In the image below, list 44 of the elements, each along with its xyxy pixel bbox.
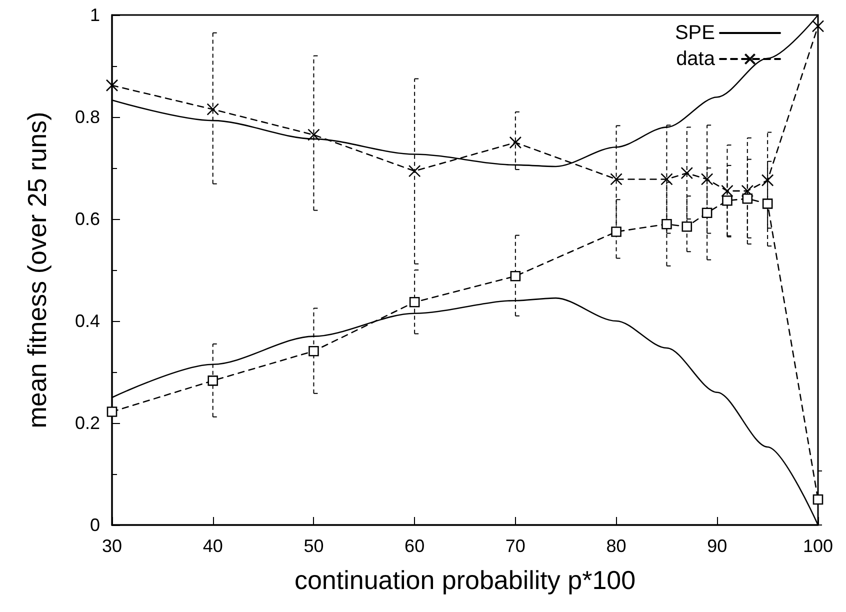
point bbox=[610, 173, 622, 186]
x-tick-label: 90 bbox=[707, 536, 728, 556]
point bbox=[308, 346, 319, 356]
x-tick-label: 80 bbox=[606, 536, 626, 556]
point bbox=[721, 184, 734, 198]
point bbox=[741, 184, 754, 198]
point bbox=[680, 166, 694, 180]
y-tick-label: 0 bbox=[90, 515, 100, 535]
point bbox=[408, 164, 421, 178]
point bbox=[510, 270, 521, 282]
x-tick-label: 70 bbox=[505, 536, 526, 556]
point bbox=[761, 174, 774, 186]
y-tick-label: 0.4 bbox=[74, 311, 100, 331]
point bbox=[206, 103, 220, 116]
x-tick-label: 100 bbox=[802, 536, 834, 556]
point bbox=[742, 193, 753, 204]
x-tick-label: 60 bbox=[404, 536, 425, 556]
point bbox=[611, 226, 622, 237]
point bbox=[812, 20, 824, 32]
point bbox=[722, 195, 732, 206]
x-tick-label: 50 bbox=[304, 536, 324, 556]
y-tick-label: 0.2 bbox=[74, 413, 100, 433]
legend-label: SPE bbox=[674, 22, 715, 44]
y-axis-title: mean fitness (over 25 runs) bbox=[22, 112, 52, 428]
legend-label: data bbox=[676, 48, 716, 70]
point bbox=[208, 376, 218, 386]
x-tick-label: 40 bbox=[202, 536, 223, 556]
point bbox=[812, 494, 824, 505]
x-axis-title: continuation probability p*100 bbox=[294, 565, 636, 595]
point bbox=[308, 128, 320, 141]
point bbox=[409, 296, 420, 308]
y-tick-label: 0.8 bbox=[74, 107, 100, 127]
point bbox=[702, 208, 712, 218]
point bbox=[700, 173, 714, 186]
point bbox=[662, 218, 672, 230]
y-tick-label: 0.6 bbox=[74, 209, 100, 229]
point bbox=[106, 79, 118, 92]
x-tick-label: 30 bbox=[102, 536, 122, 556]
point bbox=[762, 198, 773, 209]
point bbox=[106, 406, 118, 417]
point bbox=[682, 222, 692, 232]
point bbox=[660, 173, 673, 186]
y-tick-label: 1 bbox=[90, 5, 100, 25]
point bbox=[509, 136, 522, 149]
